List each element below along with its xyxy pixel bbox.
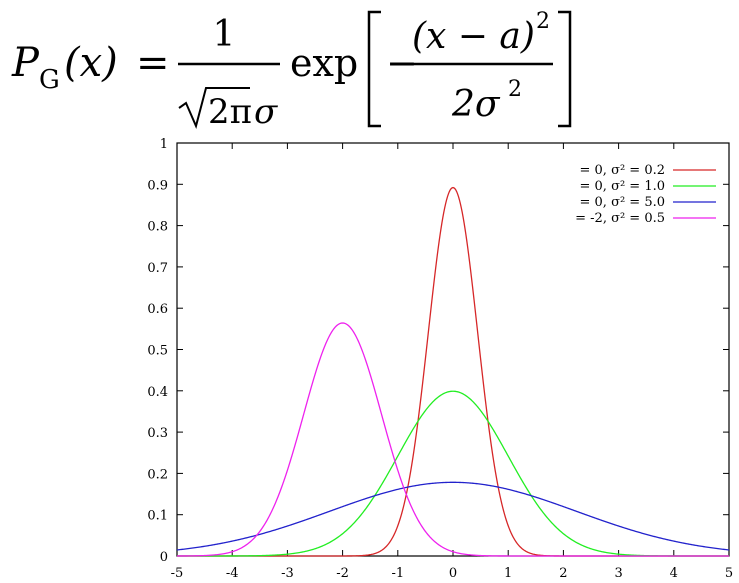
x-tick-label: -1 bbox=[391, 566, 404, 581]
x-tick-label: -4 bbox=[226, 566, 239, 581]
formula-right-bracket bbox=[558, 10, 572, 128]
series-line-1 bbox=[177, 186, 729, 557]
y-tick-label: 0.9 bbox=[147, 178, 168, 193]
x-tick-label: -3 bbox=[281, 566, 294, 581]
y-tick-label: 0.7 bbox=[147, 261, 168, 276]
series-line-3 bbox=[176, 481, 730, 551]
x-tick-labels: -5 -4 -3 -2 -1 0 1 2 3 4 5 bbox=[171, 566, 733, 581]
formula-sqrt-sign bbox=[178, 87, 250, 130]
y-tick-label: 1 bbox=[160, 137, 168, 152]
y-tick-label: 0.2 bbox=[147, 467, 168, 482]
formula-frac1-sigma: σ bbox=[254, 92, 278, 132]
y-tick-label: 0.6 bbox=[147, 302, 168, 317]
series-line-4 bbox=[177, 322, 729, 557]
y-tick-label: 0.4 bbox=[147, 385, 168, 400]
legend-label-3: = 0, σ² = 5.0 bbox=[580, 195, 665, 210]
x-tick-label: -5 bbox=[171, 566, 184, 581]
formula-equals: = bbox=[136, 40, 170, 86]
legend: = 0, σ² = 0.2= 0, σ² = 1.0= 0, σ² = 5.0=… bbox=[575, 163, 716, 226]
y-tick-label: 0.8 bbox=[147, 220, 168, 235]
formula-frac2-numerator: (x − a) bbox=[412, 16, 535, 57]
x-tick-label: 5 bbox=[725, 566, 733, 581]
formula-frac1-numerator: 1 bbox=[213, 14, 236, 55]
x-tick-label: 1 bbox=[504, 566, 512, 581]
x-tick-label: 0 bbox=[449, 566, 457, 581]
formula-lhs-subscript: G bbox=[39, 65, 60, 95]
y-tick-label: 0.5 bbox=[147, 344, 168, 359]
y-tick-label: 0.3 bbox=[147, 426, 168, 441]
formula-exp-word: exp bbox=[290, 41, 358, 85]
formula-frac1-sqrt: 2π bbox=[208, 92, 252, 132]
gaussian-formula: P G (x) = 1 2π σ exp − (x − a) 2 2σ 2 bbox=[11, 9, 572, 132]
y-tick-label: 0.1 bbox=[147, 509, 168, 524]
x-tick-label: 3 bbox=[614, 566, 622, 581]
formula-frac2-denominator-power: 2 bbox=[508, 77, 522, 102]
legend-label-2: = 0, σ² = 1.0 bbox=[580, 179, 665, 194]
legend-label-4: = -2, σ² = 0.5 bbox=[575, 211, 665, 226]
formula-frac2-numerator-power: 2 bbox=[536, 9, 550, 34]
x-tick-label: 2 bbox=[559, 566, 567, 581]
formula-lhs-arg: (x) bbox=[64, 40, 118, 86]
y-tick-labels: 0 0.1 0.2 0.3 0.4 0.5 0.6 0.7 0.8 0.9 1 bbox=[147, 137, 168, 565]
formula-left-bracket bbox=[367, 10, 381, 128]
formula-frac2-denominator: 2σ bbox=[451, 84, 501, 125]
x-tick-label: 4 bbox=[670, 566, 678, 581]
axis-ticks bbox=[176, 142, 730, 557]
series-lines bbox=[176, 186, 730, 557]
x-tick-label: -2 bbox=[336, 566, 349, 581]
formula-lhs-symbol: P bbox=[11, 40, 40, 86]
legend-label-1: = 0, σ² = 0.2 bbox=[580, 163, 665, 178]
y-tick-label: 0 bbox=[160, 550, 168, 565]
